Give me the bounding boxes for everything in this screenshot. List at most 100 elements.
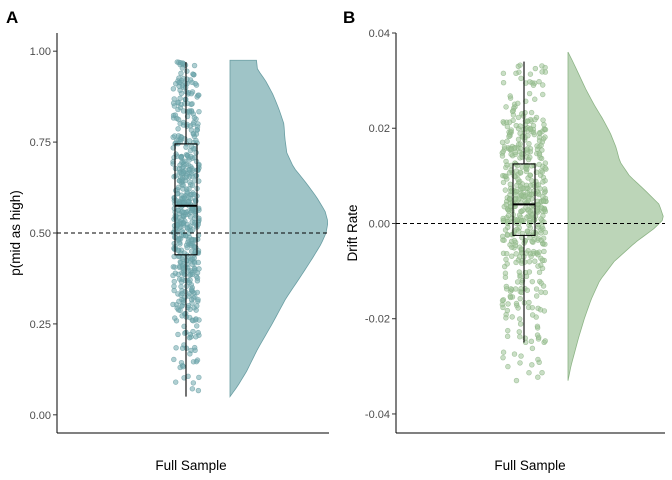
panel-b-data-point xyxy=(517,62,523,68)
panel-b-data-point xyxy=(523,98,529,104)
panel-a-data-point xyxy=(171,240,177,247)
panel-a-data-point xyxy=(180,186,186,192)
panel-b-data-point xyxy=(500,215,506,222)
panel-b-data-point xyxy=(539,139,546,145)
panel-b-data-point xyxy=(500,79,507,86)
panel-b-data-point xyxy=(542,208,549,215)
panel-b-data-point xyxy=(504,123,511,130)
panel-a-data-point xyxy=(175,271,182,278)
panel-a-data-point xyxy=(191,191,197,198)
panel-b-data-point xyxy=(538,216,544,222)
panel-b-data-point xyxy=(532,65,539,72)
panel-a-y-tick-label: 0.00 xyxy=(30,410,51,422)
panel-b-data-point xyxy=(530,82,537,88)
panel-b-data-point xyxy=(515,114,522,121)
panel-a-data-point xyxy=(195,387,202,394)
panel-a-data-point xyxy=(184,224,190,231)
panel-b-data-point xyxy=(532,258,538,264)
panel-a-data-point xyxy=(175,126,181,132)
panel-b-density-cloud xyxy=(567,51,664,381)
panel-b-data-point xyxy=(518,285,524,292)
panel-a-box xyxy=(174,143,198,256)
panel-b-data-point xyxy=(518,192,524,198)
panel-b-data-point xyxy=(503,256,509,263)
panel-a-data-point xyxy=(182,271,188,278)
panel-a-data-point xyxy=(194,303,200,309)
panel-b-data-point xyxy=(500,354,506,361)
panel-b-data-point xyxy=(542,64,548,71)
panel-a-data-point xyxy=(193,358,200,365)
panel-a-data-point xyxy=(190,121,196,127)
panel-b-data-point xyxy=(532,96,538,102)
panel-b-data-point xyxy=(540,82,546,88)
panel-a-data-point xyxy=(194,289,201,296)
panel-b-data-point xyxy=(542,126,549,133)
panel-a-data-point xyxy=(177,162,183,168)
panel-b-x-axis-title: Full Sample xyxy=(494,458,565,473)
panel-b-data-point xyxy=(524,118,531,124)
panel-a-data-point xyxy=(175,99,181,105)
panel-a-data-point xyxy=(187,351,193,357)
panel-b-data-point xyxy=(515,100,521,107)
panel-b-data-point xyxy=(539,265,546,272)
panel-b-data-point xyxy=(529,304,535,311)
panel-a-y-tick-label: 0.25 xyxy=(30,319,51,331)
panel-a-data-point xyxy=(196,266,202,272)
panel-a-data-point xyxy=(190,328,196,335)
panel-b-y-tick-label: 0.04 xyxy=(369,28,390,40)
panel-a-data-point xyxy=(191,178,198,184)
panel-b-data-point xyxy=(505,327,511,334)
panel-b-data-point xyxy=(538,280,544,286)
panel-b-data-point xyxy=(500,119,506,125)
panel-a-data-point xyxy=(182,136,188,142)
panel-a-data-point xyxy=(184,68,190,74)
panel-b-data-point xyxy=(536,269,543,276)
panel-b-data-point xyxy=(501,144,508,150)
panel-b-data-point xyxy=(524,190,531,196)
panel-b-data-point xyxy=(502,187,509,193)
panel-a-data-point xyxy=(196,108,202,115)
panel-b-data-point xyxy=(507,203,514,209)
panel-b-data-point xyxy=(516,212,523,218)
panel-a-data-point xyxy=(170,301,176,308)
panel-b-data-point xyxy=(500,70,507,77)
panel-a-data-point xyxy=(186,109,193,115)
panel-b-data-point xyxy=(539,69,545,75)
panel-b-data-point xyxy=(503,158,509,165)
panel-b-data-point xyxy=(518,75,524,82)
panel-b-data-point xyxy=(526,370,532,376)
panel-b-data-point xyxy=(502,227,509,233)
panel-b-data-point xyxy=(516,269,522,275)
panel-a-data-point xyxy=(183,144,189,150)
panel-b-data-point xyxy=(529,238,535,245)
panel-b-data-point xyxy=(536,161,542,168)
panel-b-data-point xyxy=(539,257,546,263)
panel-b-data-point xyxy=(505,301,511,307)
panel-a-data-point xyxy=(179,276,185,282)
panel-b-data-point xyxy=(503,315,509,321)
panel-b-data-point xyxy=(506,170,513,176)
panel-b-data-point xyxy=(502,274,509,280)
panel-b-data-point xyxy=(514,217,520,223)
panel-b-data-point xyxy=(513,168,520,174)
panel-b-data-point xyxy=(536,78,542,85)
panel-b-data-point xyxy=(499,153,506,159)
panel-b-data-point xyxy=(507,93,513,99)
panel-b-data-point xyxy=(533,286,540,292)
panel-b-data-point xyxy=(540,198,547,205)
panel-b-data-point xyxy=(513,300,520,307)
panel-a-data-point xyxy=(175,116,182,123)
panel-a-data-point xyxy=(171,356,177,363)
panel-b-data-point xyxy=(509,314,515,320)
panel-b-data-point xyxy=(503,173,509,179)
panel-a-data-point xyxy=(190,380,197,386)
panel-b-data-point xyxy=(526,90,533,97)
panel-a-data-point xyxy=(190,71,196,77)
panel-b-y-tick-label: -0.02 xyxy=(365,314,390,326)
panel-b-data-point xyxy=(520,207,526,213)
panel-a-data-point xyxy=(193,334,199,340)
panel-b-data-point xyxy=(500,349,507,355)
panel-b-data-point xyxy=(539,224,545,230)
panel-a-data-point xyxy=(195,167,201,173)
panel-a-data-point xyxy=(190,227,196,233)
